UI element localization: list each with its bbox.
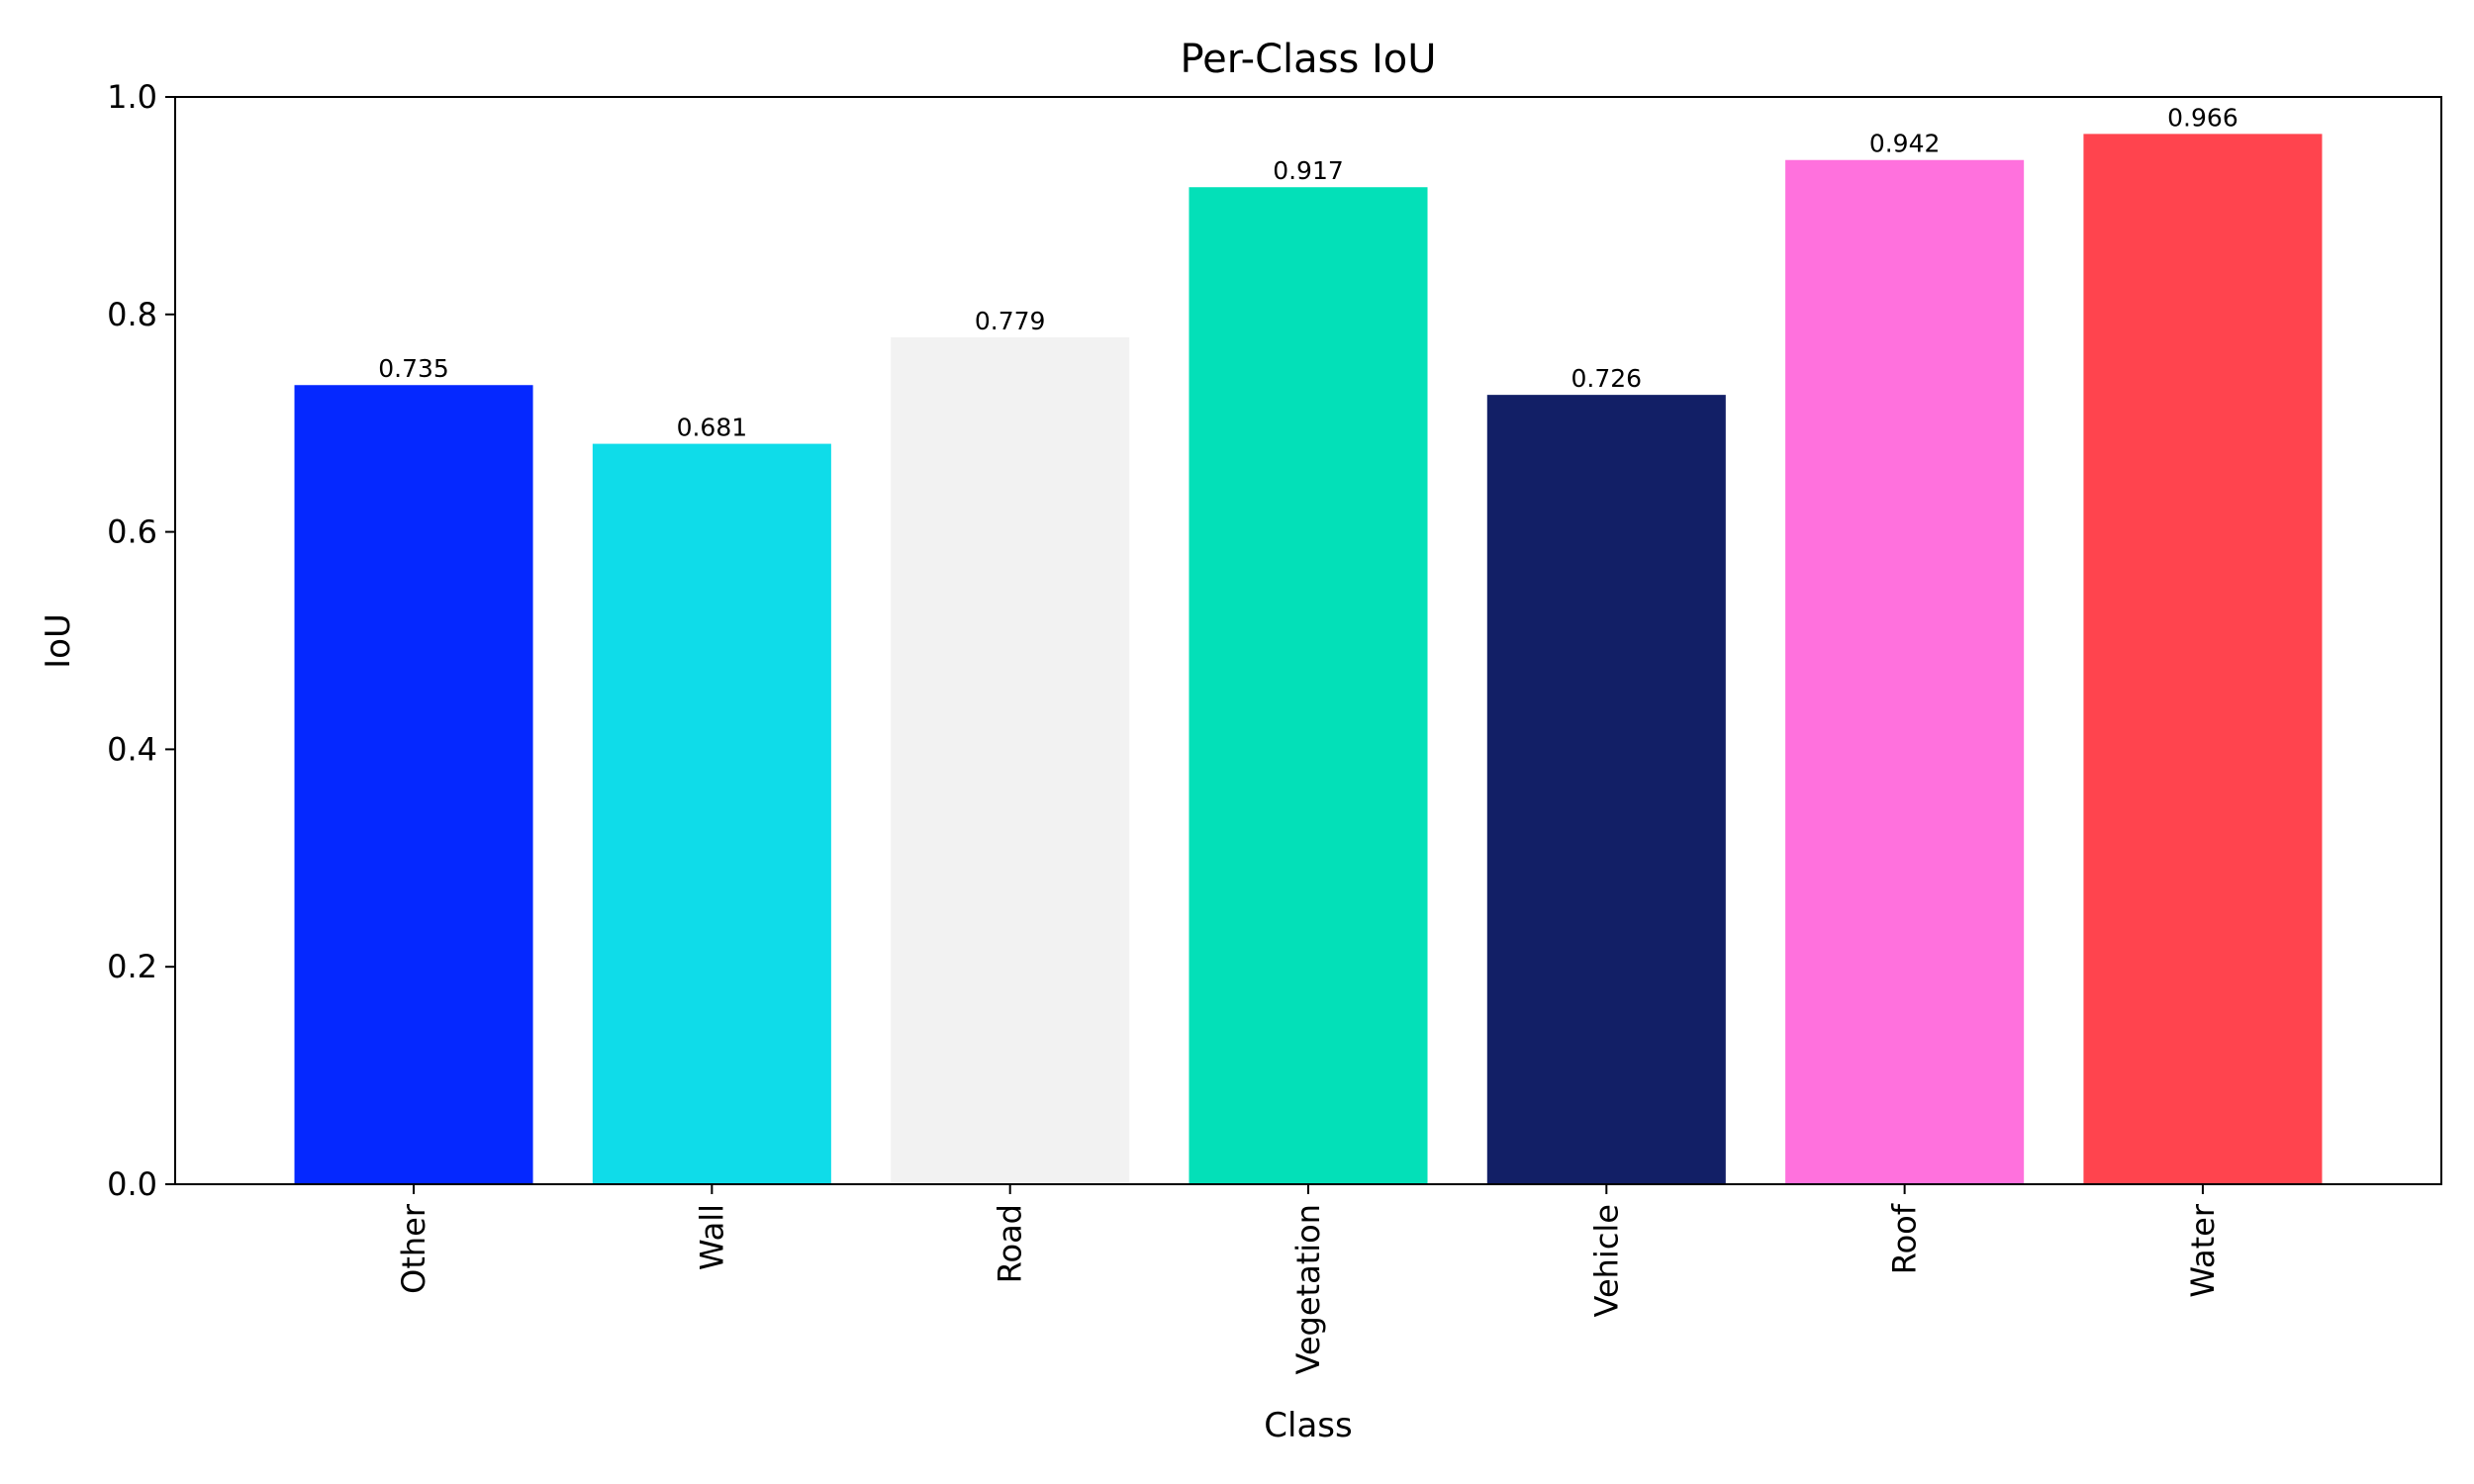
value-label-wall: 0.681 — [677, 414, 748, 442]
y-axis: 0.0 0.2 0.4 0.6 0.8 1.0 — [107, 78, 175, 1203]
y-tick-label: 0.8 — [107, 296, 157, 333]
bars-group — [294, 134, 2323, 1185]
x-axis: Other Wall Road Vegetation Vehicle Roof Water — [395, 1184, 2222, 1375]
y-tick-label: 0.4 — [107, 730, 157, 768]
bar-roof — [1785, 159, 2025, 1185]
y-tick-label: 0.0 — [107, 1165, 157, 1203]
x-tick-label-road: Road — [992, 1204, 1029, 1283]
y-tick-label: 0.6 — [107, 513, 157, 551]
value-label-roof: 0.942 — [1869, 130, 1941, 158]
value-label-vegetation: 0.917 — [1273, 156, 1344, 185]
value-label-water: 0.966 — [2167, 103, 2238, 132]
y-tick-label: 0.2 — [107, 948, 157, 985]
bar-vehicle — [1486, 395, 1726, 1184]
x-tick-label-wall: Wall — [693, 1204, 730, 1270]
value-label-other: 0.735 — [378, 354, 449, 383]
bar-vegetation — [1189, 187, 1428, 1185]
value-label-vehicle: 0.726 — [1571, 364, 1643, 393]
x-tick-label-roof: Roof — [1886, 1203, 1924, 1274]
bar-road — [891, 336, 1130, 1184]
value-labels-group: 0.735 0.681 0.779 0.917 0.726 0.942 0.966 — [378, 103, 2237, 441]
y-tick-label: 1.0 — [107, 78, 157, 116]
x-tick-label-other: Other — [395, 1203, 432, 1294]
plot-frame — [174, 96, 2442, 1185]
bar-wall — [592, 443, 831, 1185]
bar-water — [2083, 134, 2323, 1184]
chart-title: Per-Class IoU — [1180, 37, 1436, 82]
x-tick-label-vehicle: Vehicle — [1587, 1204, 1625, 1317]
value-label-road: 0.779 — [975, 307, 1046, 335]
x-tick-label-water: Water — [2184, 1203, 2222, 1297]
x-tick-label-vegetation: Vegetation — [1289, 1204, 1327, 1375]
y-axis-label: IoU — [39, 613, 78, 669]
bar-other — [294, 385, 533, 1184]
x-axis-label: Class — [1264, 1406, 1352, 1445]
